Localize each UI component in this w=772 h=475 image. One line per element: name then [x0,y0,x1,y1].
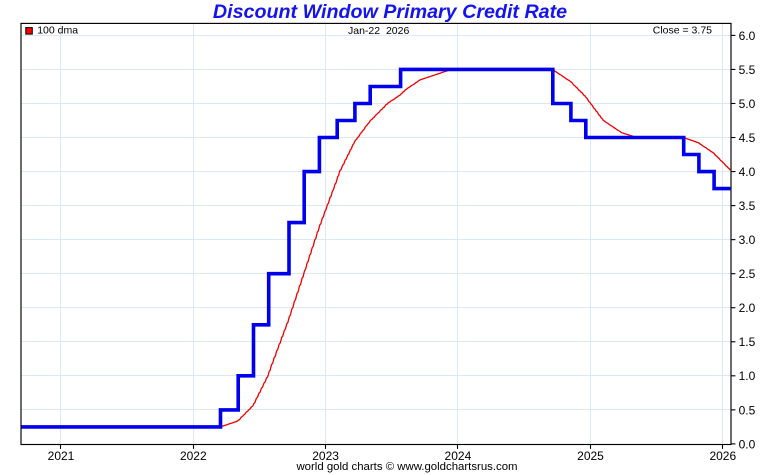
svg-text:1.0: 1.0 [739,369,756,383]
svg-text:2022: 2022 [180,449,207,463]
svg-text:2021: 2021 [48,449,75,463]
svg-text:2026: 2026 [709,449,736,463]
svg-text:0.5: 0.5 [739,403,756,417]
svg-text:2.5: 2.5 [739,267,756,281]
svg-text:2023: 2023 [312,449,339,463]
svg-text:Discount Window Primary Credit: Discount Window Primary Credit Rate [213,1,567,23]
svg-text:3.5: 3.5 [739,199,756,213]
svg-text:4.0: 4.0 [739,165,756,179]
svg-text:0.0: 0.0 [739,437,756,451]
svg-text:Close = 3.75: Close = 3.75 [653,25,712,37]
svg-text:2.0: 2.0 [739,301,756,315]
svg-text:1.5: 1.5 [739,335,756,349]
svg-text:6.0: 6.0 [739,29,756,43]
svg-text:3.0: 3.0 [739,233,756,247]
svg-text:4.5: 4.5 [739,131,756,145]
svg-text:100 dma: 100 dma [37,25,78,37]
svg-text:5.0: 5.0 [739,97,756,111]
svg-text:2024: 2024 [445,449,472,463]
svg-text:5.5: 5.5 [739,63,756,77]
svg-text:2025: 2025 [577,449,604,463]
svg-text:Jan-22 2026: Jan-22 2026 [348,25,409,37]
svg-text:world gold charts © www.goldch: world gold charts © www.goldchartsrus.co… [295,461,517,473]
